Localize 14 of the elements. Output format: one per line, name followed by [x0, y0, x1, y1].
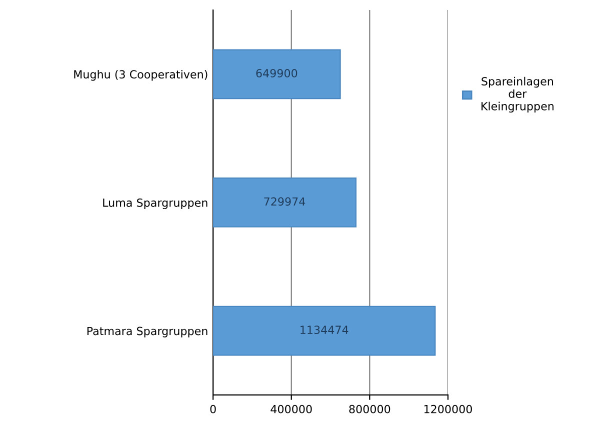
data-label: 729974 — [264, 197, 306, 206]
x-tick-label: 0 — [210, 404, 216, 414]
y-tick-label: Patmara Spargruppen — [87, 326, 208, 338]
data-label: 649900 — [256, 68, 298, 78]
y-tick-label: Luma Spargruppen — [103, 198, 208, 210]
bar — [213, 306, 436, 356]
data-label: 1134474 — [300, 326, 348, 334]
bar — [213, 49, 341, 100]
y-tick-label: Mughu (3 Cooperativen) — [74, 70, 208, 81]
bar — [213, 178, 357, 228]
x-tick-label: 1200000 — [424, 404, 472, 414]
x-tick-label: 800000 — [349, 404, 390, 414]
legend-label: Spareinlagen der Kleingruppen — [482, 76, 554, 113]
x-tick-label: 400000 — [270, 404, 312, 414]
